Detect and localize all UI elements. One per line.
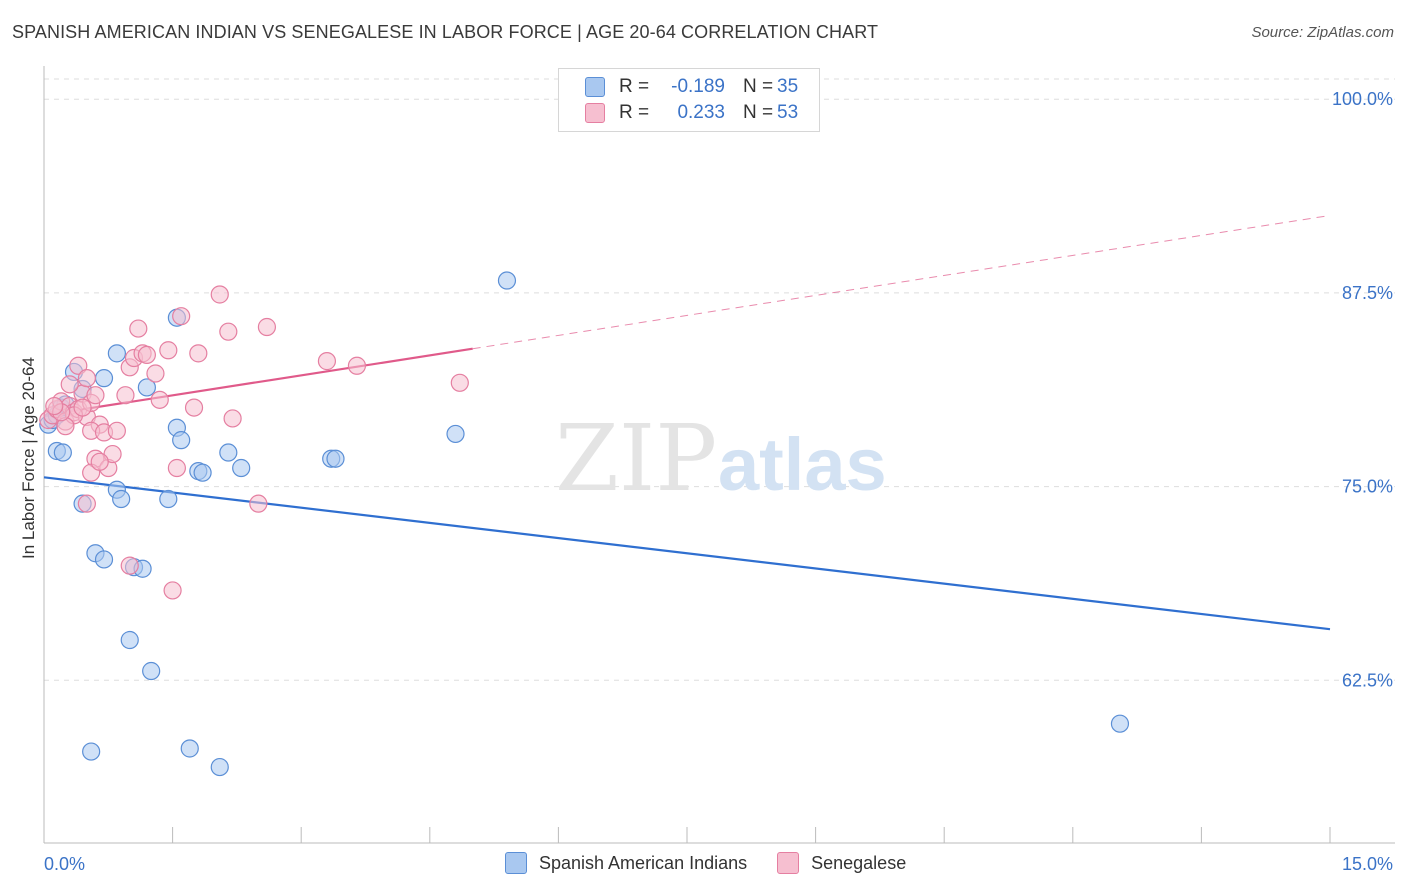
- data-point: [210, 285, 229, 304]
- data-point: [94, 369, 114, 388]
- series-legend: Spanish American Indians Senegalese: [505, 852, 936, 874]
- data-point: [249, 494, 268, 513]
- data-point: [317, 352, 337, 371]
- trend-line-dashed: [472, 214, 1331, 350]
- data-point: [90, 452, 109, 471]
- data-point: [86, 386, 105, 405]
- data-point: [219, 322, 238, 341]
- points-senegalese: [39, 285, 469, 600]
- swatch-senegalese: [585, 103, 605, 123]
- data-point: [232, 458, 251, 478]
- r-value: -0.189: [671, 76, 725, 97]
- data-point: [446, 424, 465, 444]
- data-point: [94, 550, 114, 569]
- y-tick-label: 100.0%: [1332, 89, 1393, 109]
- data-point: [107, 344, 126, 363]
- data-point: [189, 344, 208, 363]
- r-label: R =: [619, 102, 650, 123]
- legend-label: Spanish American Indians: [539, 852, 748, 873]
- data-point: [497, 271, 517, 290]
- legend-item-spanish-american-indians[interactable]: Spanish American Indians: [505, 852, 747, 874]
- y-tick-label: 87.5%: [1342, 283, 1393, 303]
- y-tick-label: 75.0%: [1342, 477, 1393, 497]
- data-point: [1110, 714, 1130, 733]
- data-point: [69, 356, 88, 375]
- data-point: [257, 317, 277, 337]
- swatch-spanish-american-indians: [585, 77, 605, 97]
- watermark-atlas: atlas: [718, 423, 887, 506]
- data-point: [77, 494, 96, 513]
- source-label: Source: ZipAtlas.com: [1251, 24, 1394, 41]
- data-point: [219, 443, 238, 462]
- x-tick-label-max: 15.0%: [1342, 854, 1393, 874]
- r-label: R =: [619, 76, 650, 97]
- data-point: [129, 319, 148, 338]
- data-point: [150, 390, 169, 409]
- data-point: [120, 556, 139, 575]
- r-value: 0.233: [677, 102, 725, 123]
- n-value: 53: [777, 102, 799, 123]
- gridlines: [44, 78, 1395, 681]
- x-tick-labels: 0.0% 15.0%: [44, 854, 1393, 874]
- data-point: [163, 581, 182, 600]
- data-point: [137, 378, 156, 397]
- legend-item-senegalese[interactable]: Senegalese: [777, 852, 906, 874]
- stats-row-senegalese: R = 0.233 N = 53: [559, 100, 798, 126]
- data-point: [347, 356, 367, 375]
- x-tick-label-min: 0.0%: [44, 854, 85, 874]
- n-label: N =: [743, 76, 774, 97]
- chart-title: SPANISH AMERICAN INDIAN VS SENEGALESE IN…: [12, 22, 879, 42]
- stats-legend: R = -0.189 N = 35 R = 0.233 N = 53: [558, 68, 820, 132]
- data-point: [210, 757, 229, 777]
- watermark-zip: ZIP: [555, 405, 717, 512]
- data-point: [60, 375, 79, 394]
- data-point: [450, 373, 469, 392]
- data-point: [45, 396, 64, 416]
- legend-swatch-pink: [777, 852, 800, 874]
- data-point: [107, 421, 126, 440]
- data-point: [167, 458, 186, 478]
- data-point: [159, 489, 178, 509]
- data-point: [53, 443, 72, 462]
- n-value: 35: [777, 76, 799, 97]
- data-point: [172, 431, 191, 450]
- data-point: [184, 398, 204, 417]
- data-point: [77, 369, 96, 388]
- data-point: [180, 739, 199, 758]
- data-point: [137, 345, 156, 365]
- n-label: N =: [743, 102, 774, 123]
- y-tick-labels: 62.5% 75.0% 87.5% 100.0%: [1332, 89, 1393, 690]
- data-point: [142, 661, 161, 681]
- legend-swatch-blue: [505, 852, 527, 874]
- data-point: [193, 463, 212, 482]
- axes: [43, 66, 1395, 844]
- data-point: [73, 398, 92, 417]
- data-point: [116, 386, 135, 405]
- y-axis-label: In Labor Force | Age 20-64: [19, 357, 38, 559]
- legend-label: Senegalese: [811, 852, 907, 873]
- data-point: [120, 630, 139, 650]
- data-point: [223, 409, 242, 428]
- y-tick-label: 62.5%: [1342, 670, 1393, 690]
- trend-line-solid: [43, 347, 473, 417]
- data-point: [159, 341, 178, 360]
- watermark: ZIP atlas: [555, 405, 887, 512]
- data-point: [82, 742, 101, 761]
- data-point: [172, 307, 191, 326]
- data-point: [112, 489, 131, 509]
- data-point: [326, 449, 345, 468]
- stats-row-spanish-american-indians: R = -0.189 N = 35: [559, 74, 798, 100]
- data-point: [146, 364, 165, 383]
